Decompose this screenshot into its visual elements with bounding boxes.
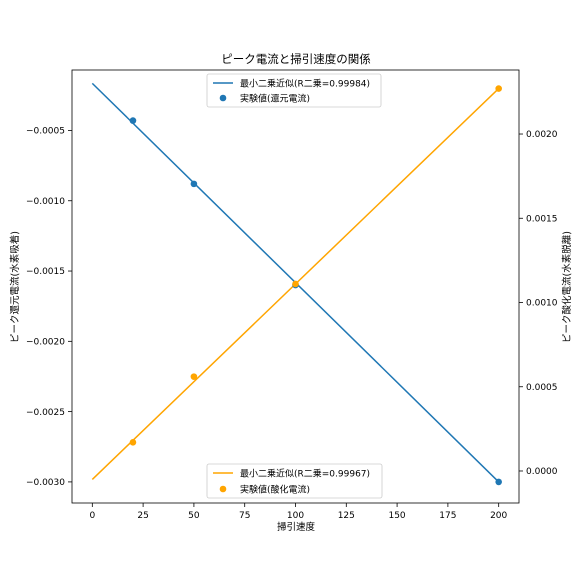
legend-top-fit-label: 最小二乗近似(R二乗=0.99984) xyxy=(240,78,370,90)
right-y-tick-label: 0.0015 xyxy=(526,214,558,224)
legend-top-data-label: 実験値(還元電流) xyxy=(240,93,310,105)
x-tick-label: 150 xyxy=(388,511,405,521)
data-point-3-1 xyxy=(190,373,198,380)
legend-bottom-fit-label: 最小二乗近似(R二乗=0.99967) xyxy=(240,468,370,480)
legend-top-frame xyxy=(206,73,382,108)
right-y-tick-label: 0.0010 xyxy=(526,299,558,309)
left-y-tick-label: −0.0025 xyxy=(26,408,65,418)
right-y-axis-label: ピーク酸化電流(水素脱離) xyxy=(561,231,573,343)
x-axis-label: 掃引速度 xyxy=(277,521,316,533)
legend-bottom-data-label: 実験値(酸化電流) xyxy=(240,484,310,496)
data-point-3-2 xyxy=(292,280,299,288)
legend-bottom-marker-swatch xyxy=(219,485,227,493)
x-tick-label: 0 xyxy=(89,511,95,521)
x-tick-label: 75 xyxy=(239,511,250,521)
chart-title: ピーク電流と掃引速度の関係 xyxy=(221,52,371,66)
x-tick-label: 125 xyxy=(338,511,355,521)
left-y-axis: −0.0005 −0.0010 −0.0015 −0.0020 −0.0025 −0.00… xyxy=(26,127,72,488)
legend-top-marker-swatch xyxy=(219,94,227,102)
left-y-tick-label: −0.0015 xyxy=(26,267,65,277)
data-point-3-0 xyxy=(129,439,137,446)
left-y-tick-label: −0.0010 xyxy=(26,197,65,207)
x-tick-label: 200 xyxy=(490,511,507,521)
x-tick-label: 50 xyxy=(188,511,200,521)
right-y-tick-label: 0.0000 xyxy=(526,467,558,477)
x-tick-label: 25 xyxy=(137,511,148,521)
left-y-tick-label: −0.0030 xyxy=(26,478,65,488)
right-y-tick-label: 0.0020 xyxy=(526,130,558,140)
x-tick-label: 175 xyxy=(439,511,456,521)
data-point-3-3 xyxy=(495,85,502,92)
legend-top: 最小二乗近似(R二乗=0.99984) 実験値(還元電流) xyxy=(206,73,382,108)
legend-bottom: 最小二乗近似(R二乗=0.99967) 実験値(酸化電流) xyxy=(206,463,383,499)
data-point-1-3 xyxy=(495,478,502,486)
plot-area xyxy=(91,82,502,486)
data-point-1-0 xyxy=(129,117,137,124)
data-point-1-1 xyxy=(190,180,198,188)
right-y-axis: 0.0000 0.0005 0.0010 0.0015 0.0020 xyxy=(519,130,558,477)
left-y-tick-label: −0.0020 xyxy=(26,338,65,348)
left-y-axis-label: ピーク還元電流(水素吸着) xyxy=(9,231,21,343)
x-tick-label: 100 xyxy=(287,511,304,521)
right-y-tick-label: 0.0005 xyxy=(526,383,558,393)
x-axis: 0 25 50 75 100 125 150 175 200 xyxy=(89,503,508,521)
legend-bottom-frame xyxy=(206,463,383,499)
left-y-tick-label: −0.0005 xyxy=(26,127,65,137)
